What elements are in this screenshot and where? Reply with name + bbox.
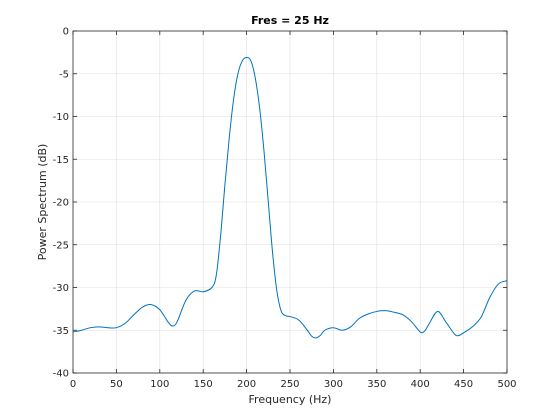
axis-ticks — [72, 30, 508, 374]
y-tick-label: -40 — [53, 369, 69, 380]
y-tick-label: 0 — [63, 27, 69, 38]
y-tick-label: -35 — [53, 326, 69, 337]
x-tick-label: 450 — [454, 379, 473, 390]
x-tick-label: 150 — [194, 379, 213, 390]
y-tick-label: -15 — [53, 155, 69, 166]
chart-title: Fres = 25 Hz — [251, 14, 329, 27]
x-tick-label: 50 — [110, 379, 123, 390]
series-line — [72, 57, 508, 339]
x-tick-label: 0 — [70, 379, 76, 390]
x-tick-label: 250 — [280, 379, 299, 390]
y-tick-label: -30 — [53, 283, 69, 294]
y-axis-label: Power Spectrum (dB) — [36, 144, 49, 261]
x-tick-labels: 0 50 100 150 200 250 300 350 400 450 500 — [70, 379, 517, 390]
x-tick-label: 500 — [497, 379, 516, 390]
y-tick-label: -10 — [53, 112, 69, 123]
y-tick-label: -5 — [59, 69, 69, 80]
x-tick-label: 200 — [237, 379, 256, 390]
series-group — [72, 57, 508, 339]
y-tick-label: -25 — [53, 240, 69, 251]
x-tick-label: 100 — [150, 379, 169, 390]
grid-lines — [73, 31, 507, 373]
y-tick-label: -20 — [53, 198, 69, 209]
x-tick-label: 400 — [411, 379, 430, 390]
x-tick-label: 350 — [367, 379, 386, 390]
x-tick-label: 300 — [324, 379, 343, 390]
x-axis-label: Frequency (Hz) — [249, 393, 332, 406]
y-tick-labels: 0 -5 -10 -15 -20 -25 -30 -35 -40 — [53, 27, 69, 380]
